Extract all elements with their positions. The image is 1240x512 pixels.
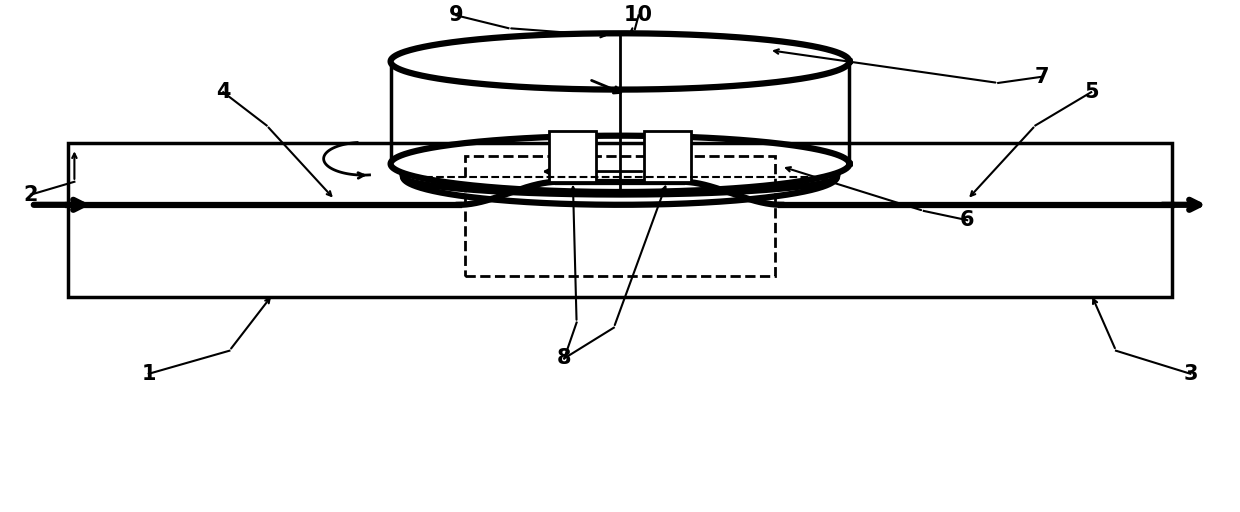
Bar bbox=[465, 156, 775, 276]
Text: 9: 9 bbox=[449, 5, 464, 26]
Bar bbox=[549, 131, 596, 182]
Text: 2: 2 bbox=[24, 184, 38, 205]
Text: 7: 7 bbox=[1034, 67, 1049, 87]
Bar bbox=[68, 143, 1172, 297]
Text: 3: 3 bbox=[1183, 364, 1198, 384]
Text: 8: 8 bbox=[557, 348, 572, 369]
Text: 1: 1 bbox=[141, 364, 156, 384]
Text: 4: 4 bbox=[216, 82, 231, 102]
Text: 10: 10 bbox=[624, 5, 653, 26]
Text: 5: 5 bbox=[1084, 82, 1099, 102]
Bar bbox=[644, 131, 691, 182]
Text: 6: 6 bbox=[960, 210, 975, 230]
